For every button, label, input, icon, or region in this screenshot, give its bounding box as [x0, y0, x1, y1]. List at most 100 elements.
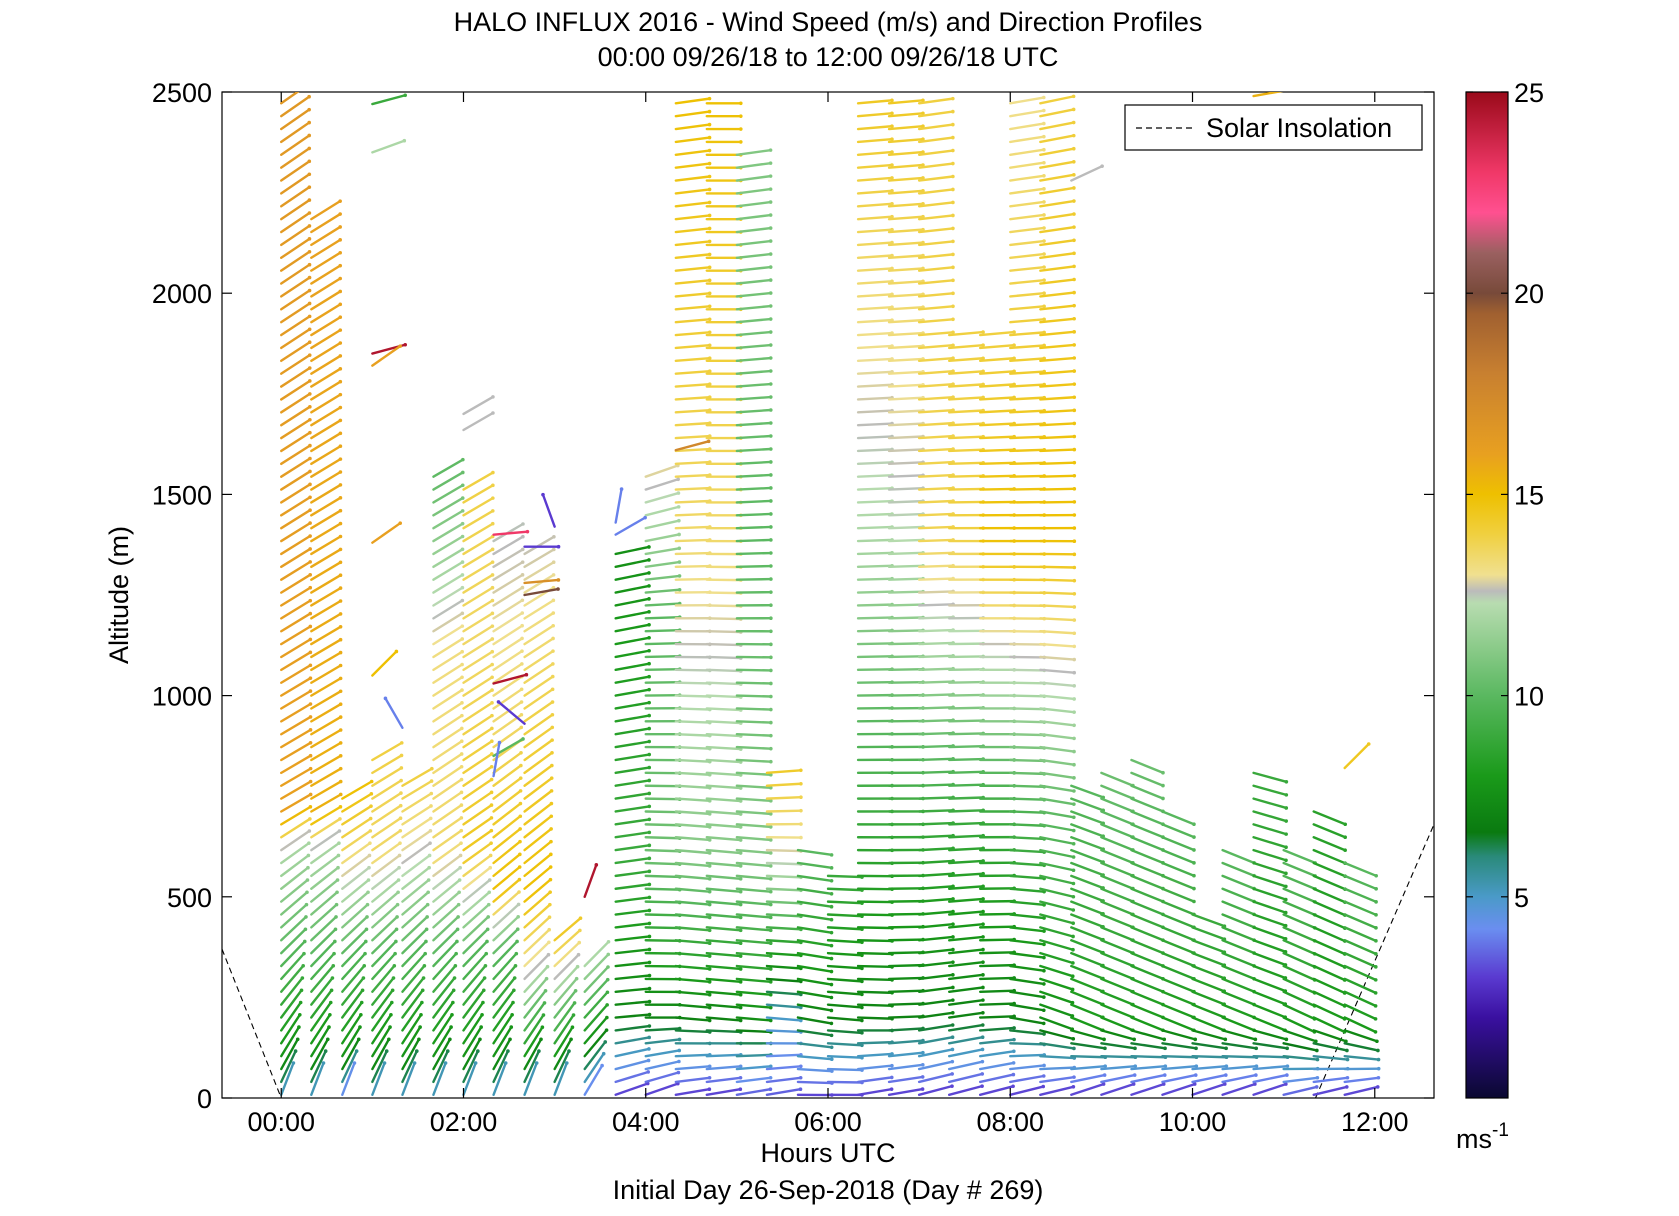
wind-barb [462, 853, 493, 878]
wind-barb [614, 584, 651, 594]
wind-vector-shaft [310, 1038, 329, 1071]
wind-barb [310, 444, 343, 466]
wind-vector-head [458, 865, 462, 870]
wind-vector-shaft [280, 841, 311, 865]
wind-vector-head [482, 976, 487, 980]
wind-vector-shaft [765, 769, 803, 775]
wind-vector-head [307, 146, 312, 151]
wind-vector-head [707, 902, 712, 907]
wind-vector-head [578, 916, 583, 921]
wind-vector-head [398, 841, 402, 845]
wind-vector-head [366, 890, 370, 895]
wind-vector-shaft [553, 917, 582, 942]
wind-vector-shaft [1312, 1042, 1349, 1052]
wind-vector-shaft [432, 1013, 454, 1045]
wind-vector-shaft [492, 530, 529, 536]
wind-vector-shaft [401, 1049, 419, 1084]
wind-barb [917, 1084, 954, 1096]
wind-vector-shaft [1161, 1073, 1197, 1084]
wind-barb [948, 935, 985, 942]
wind-vector-head [769, 759, 773, 764]
wind-vector-shaft [1070, 823, 1105, 838]
wind-vector-shaft [1191, 1029, 1227, 1041]
wind-vector-head [769, 551, 773, 555]
wind-vector-shaft [462, 599, 494, 620]
wind-barb [1009, 939, 1046, 947]
wind-barb [280, 663, 313, 684]
wind-vector-shaft [1252, 1029, 1288, 1041]
wind-barb [371, 803, 403, 826]
wind-barb [1039, 408, 1077, 414]
wind-barb [674, 395, 712, 401]
wind-vector-head [368, 841, 372, 845]
wind-barb [280, 495, 312, 517]
wind-vector-head [307, 366, 312, 370]
wind-vector-head [429, 804, 433, 808]
wind-vector-head [707, 317, 712, 322]
wind-barb [462, 988, 486, 1019]
wind-vector-shaft [735, 239, 772, 247]
wind-vector-head [338, 367, 343, 371]
wind-vector-shaft [1039, 1042, 1076, 1050]
wind-vector-shaft [948, 474, 985, 478]
wind-barb [1252, 1082, 1288, 1096]
wind-vector-head [490, 649, 495, 654]
wind-barb [280, 951, 306, 981]
wind-vector-head [476, 1049, 480, 1053]
wind-vector-head [1072, 290, 1076, 295]
wind-vector-head [646, 1058, 651, 1063]
wind-vector-shaft [432, 560, 464, 581]
wind-barb [735, 512, 773, 517]
wind-vector-head [338, 457, 343, 461]
wind-barb [644, 491, 681, 504]
wind-vector-shaft [1039, 926, 1075, 938]
wind-vector-shaft [856, 1087, 893, 1096]
wind-vector-shaft [614, 857, 651, 865]
wind-barb [705, 1016, 743, 1023]
wind-vector-shaft [310, 702, 342, 723]
wind-vector-head [488, 865, 493, 870]
wind-vector-shaft [1130, 861, 1165, 877]
wind-vector-head [1072, 552, 1077, 557]
wind-vector-shaft [401, 964, 426, 993]
wind-vector-head [333, 927, 338, 932]
wind-barb [735, 784, 773, 790]
wind-vector-head [981, 343, 985, 347]
wind-barb [674, 252, 712, 259]
wind-vector-shaft [1039, 1003, 1074, 1018]
wind-vector-shaft [978, 461, 1016, 466]
wind-vector-shaft [887, 1027, 925, 1032]
wind-vector-head [921, 111, 925, 116]
wind-barb [856, 150, 894, 156]
wind-vector-head [551, 649, 555, 653]
wind-vector-shaft [887, 925, 925, 929]
wind-vector-head [1072, 723, 1076, 728]
wind-barb [371, 878, 401, 903]
wind-vector-shaft [401, 792, 433, 813]
wind-vector-shaft [523, 573, 555, 594]
wind-vector-shaft [432, 676, 464, 697]
wind-barb [492, 927, 520, 955]
wind-vector-head [338, 766, 343, 771]
wind-barb [1312, 1054, 1350, 1062]
wind-vector-shaft [735, 330, 772, 337]
wind-vector-head [920, 1075, 925, 1079]
wind-vector-shaft [583, 991, 609, 1019]
wind-vector-shaft [401, 1013, 423, 1045]
wind-vector-head [707, 369, 712, 374]
wind-barb [674, 330, 712, 337]
wind-vector-shaft [462, 891, 491, 916]
wind-vector-head [1071, 146, 1076, 151]
wind-vector-shaft [735, 951, 772, 958]
wind-barb [1009, 108, 1046, 118]
wind-vector-shaft [1191, 1064, 1228, 1071]
wind-barb [341, 915, 369, 942]
wind-vector-head [739, 127, 743, 131]
wind-vector-shaft [310, 561, 342, 581]
wind-barb-isolated [492, 529, 530, 536]
wind-vector-shaft [492, 599, 524, 620]
wind-vector-head [1343, 848, 1347, 853]
wind-vector-shaft [1009, 344, 1046, 350]
wind-vector-shaft [948, 668, 985, 672]
